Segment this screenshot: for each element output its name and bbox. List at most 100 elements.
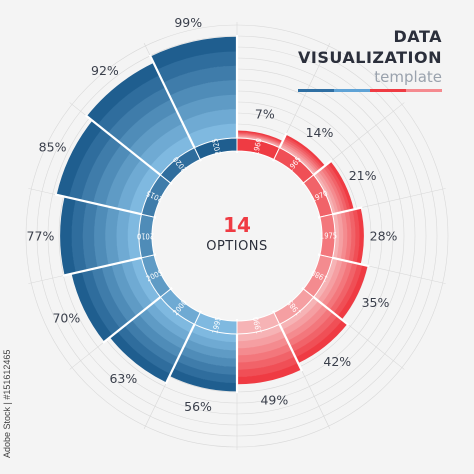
title-bar-segment xyxy=(298,89,334,92)
segment-band xyxy=(295,319,348,364)
segment-band xyxy=(107,87,172,142)
segment-1970 xyxy=(313,161,354,215)
title-bar-segment xyxy=(406,89,442,92)
value-label: 35% xyxy=(362,295,390,310)
segment-band xyxy=(183,338,237,359)
segment-band xyxy=(187,331,237,351)
segment-band xyxy=(82,201,98,271)
value-label: 99% xyxy=(174,15,202,30)
segment-band xyxy=(237,362,302,385)
segment-band xyxy=(340,211,348,261)
segment-band xyxy=(92,143,132,206)
value-label: 92% xyxy=(91,63,119,78)
year-ring: 1960196519701975198019851990199520002005… xyxy=(137,137,337,334)
segment-1975 xyxy=(332,207,364,265)
title-bar-segment xyxy=(370,89,406,92)
segment-band xyxy=(128,111,183,159)
value-label: 63% xyxy=(109,371,137,386)
segment-band xyxy=(181,108,237,135)
year-label: 2010 xyxy=(137,232,154,241)
segment-band xyxy=(101,264,137,323)
segment-band xyxy=(71,199,87,273)
segment-band xyxy=(237,343,293,363)
segment-band xyxy=(352,208,360,264)
segment-band xyxy=(80,136,122,204)
value-label: 85% xyxy=(39,140,67,155)
segment-band xyxy=(316,170,339,214)
segment-band xyxy=(131,314,183,358)
segment-band xyxy=(237,330,286,349)
segment-band xyxy=(156,51,237,83)
segment-band xyxy=(321,260,348,307)
segment-band xyxy=(237,135,281,147)
stock-id-watermark: Adobe Stock | #151612465 xyxy=(2,349,12,458)
segment-band xyxy=(292,316,343,358)
segment-band xyxy=(237,350,296,370)
year-label: 1995 xyxy=(210,316,223,335)
segment-band xyxy=(190,324,237,343)
segment-2005 xyxy=(71,257,161,342)
value-label: 56% xyxy=(184,399,212,414)
segment-2010 xyxy=(60,196,142,276)
center-number: 14 xyxy=(223,213,251,237)
segment-band xyxy=(325,163,351,211)
segment-band xyxy=(280,143,318,174)
segment-band xyxy=(282,140,321,172)
segment-band xyxy=(325,261,353,311)
segment-band xyxy=(284,134,326,168)
segment-band xyxy=(131,257,161,304)
segment-band xyxy=(237,337,289,356)
value-label: 70% xyxy=(52,311,80,326)
segment-band xyxy=(348,209,356,263)
segment-band xyxy=(105,206,120,266)
segment-band xyxy=(329,262,358,314)
segment-2025 xyxy=(150,36,237,148)
segment-band xyxy=(282,300,324,336)
segment-1980 xyxy=(313,257,368,320)
segment-separator xyxy=(62,253,157,277)
segment-band xyxy=(180,346,237,367)
segment-band xyxy=(188,123,237,148)
segment-band xyxy=(175,94,237,122)
segment-band xyxy=(283,138,322,170)
segment-band xyxy=(145,302,191,342)
segment-band xyxy=(139,123,189,167)
segment-band xyxy=(109,331,171,383)
segment-band xyxy=(104,151,142,209)
segment-band xyxy=(129,166,161,215)
segment-band xyxy=(356,207,364,265)
segment-band xyxy=(237,134,281,146)
segment-2000 xyxy=(109,297,195,383)
segment-band xyxy=(91,266,129,330)
segment-band xyxy=(313,257,338,301)
year-label: 2025 xyxy=(210,137,223,156)
segment-band xyxy=(152,297,195,333)
subtitle: template xyxy=(374,68,442,86)
segment-band xyxy=(169,368,237,392)
segment-band xyxy=(127,211,142,261)
segment-band xyxy=(149,135,195,175)
segment-1985 xyxy=(279,297,348,364)
segment-band xyxy=(323,165,348,212)
segment-band xyxy=(344,210,352,262)
value-labels: 7% 14% 21% 28% 35% 42% 49% 56% 63% 70% 77% 85% 92% 99… xyxy=(27,15,398,414)
value-label: 21% xyxy=(349,168,377,183)
segment-band xyxy=(116,209,131,263)
value-label: 7% xyxy=(255,106,275,121)
segment-band xyxy=(138,308,187,350)
title-line-2: VISUALIZATION xyxy=(298,48,442,67)
segment-2015 xyxy=(56,120,161,215)
year-label: 1990 xyxy=(251,316,264,335)
segment-band xyxy=(124,319,179,366)
segment-band xyxy=(81,269,121,336)
segment-band xyxy=(283,136,324,169)
segment-band xyxy=(313,172,336,215)
segment-band xyxy=(176,353,237,376)
chart-segments xyxy=(56,36,368,392)
segment-band xyxy=(337,264,368,320)
segment-2020 xyxy=(86,62,195,175)
segment-band xyxy=(71,271,113,342)
segment-band xyxy=(150,36,237,70)
segment-band xyxy=(173,361,237,384)
